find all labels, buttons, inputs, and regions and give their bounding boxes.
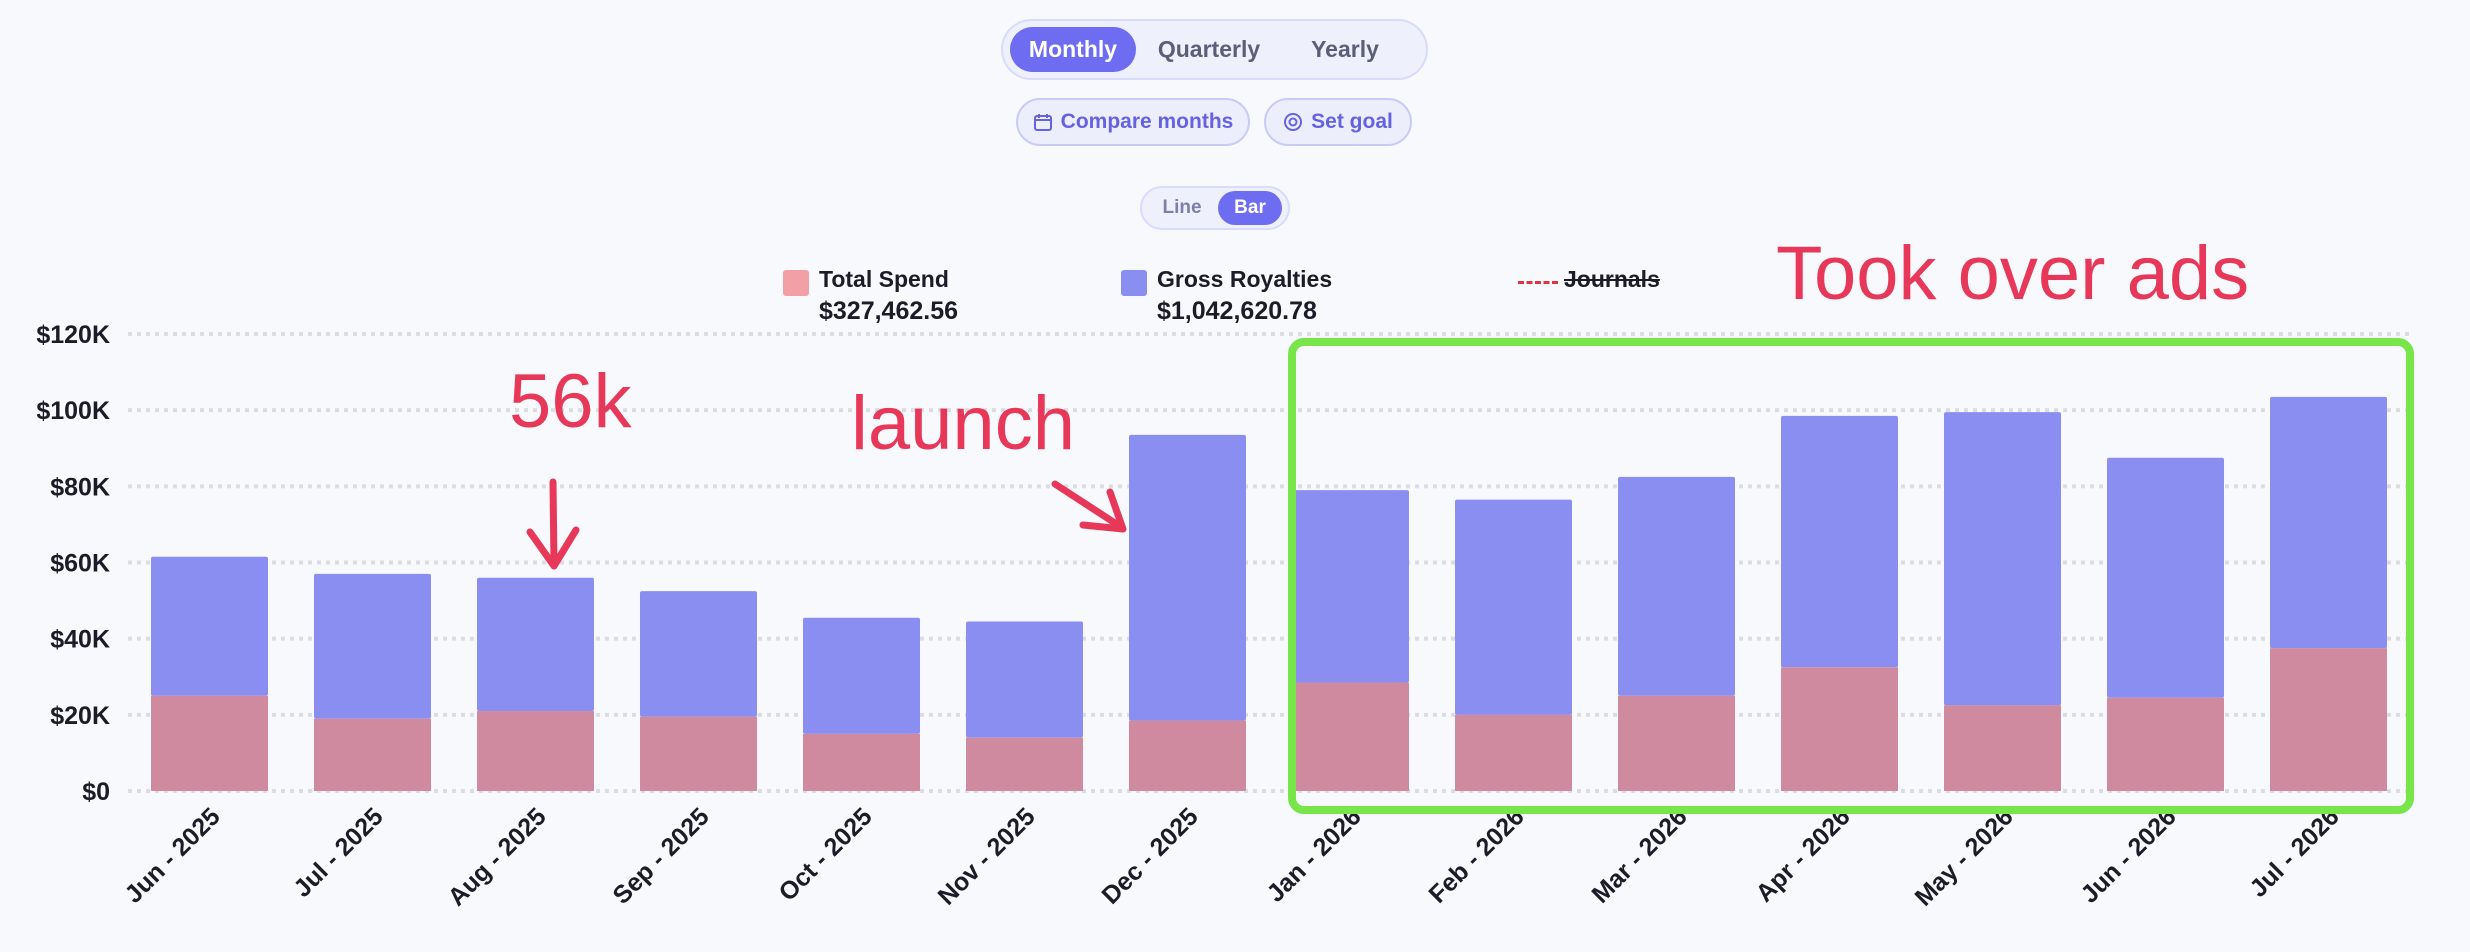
x-tick-label: Jun - 2026 (2075, 802, 2181, 908)
bar-gross-royalties[interactable] (1292, 490, 1409, 683)
bar-gross-royalties[interactable] (2107, 457, 2224, 698)
bar-total-spend[interactable] (640, 716, 757, 791)
x-tick-label: Jul - 2026 (2244, 802, 2344, 902)
bar-gross-royalties[interactable] (151, 556, 268, 696)
gross-royalties-swatch (1121, 270, 1147, 296)
x-tick-label: Mar - 2026 (1586, 802, 1692, 908)
annotation-took-over-ads: Took over ads (1776, 231, 2250, 316)
bar-total-spend[interactable] (1944, 705, 2061, 791)
total-spend-legend-label: Total Spend (819, 266, 949, 292)
x-tick-label: Sep - 2025 (607, 802, 714, 909)
x-tick-label: Jul - 2025 (288, 802, 388, 902)
bar-gross-royalties[interactable] (640, 591, 757, 717)
bar-total-spend[interactable] (2270, 648, 2387, 791)
y-tick-label: $120K (36, 321, 110, 349)
compare-months-button[interactable]: Compare months (1016, 98, 1250, 146)
set-goal-label: Set goal (1311, 110, 1393, 133)
target-icon (1283, 112, 1303, 132)
y-tick-label: $60K (50, 550, 110, 578)
bar-total-spend[interactable] (1455, 714, 1572, 791)
y-tick-label: $80K (50, 473, 110, 501)
journals-legend-label: Journals (1564, 266, 1660, 292)
journals-dash-swatch (1518, 281, 1558, 284)
highlight-box (1288, 338, 2414, 814)
bar-total-spend[interactable] (966, 737, 1083, 791)
bar-total-spend[interactable] (1618, 695, 1735, 791)
x-tick-label: Jun - 2025 (119, 802, 225, 908)
bar-gross-royalties[interactable] (477, 577, 594, 712)
bar-gross-royalties[interactable] (966, 621, 1083, 738)
annotation-launch: launch (851, 381, 1075, 466)
period-selector: Monthly Quarterly Yearly (1001, 19, 1428, 80)
annotation-56k: 56k (509, 359, 632, 444)
bar-total-spend[interactable] (2107, 697, 2224, 791)
bar-total-spend[interactable] (1292, 682, 1409, 791)
gross-royalties-legend-label: Gross Royalties (1157, 266, 1333, 292)
bar-gross-royalties[interactable] (2270, 396, 2387, 649)
x-tick-label: May - 2026 (1910, 802, 2019, 911)
y-tick-label: $0 (82, 778, 110, 806)
bar-total-spend[interactable] (1781, 667, 1898, 791)
bar-gross-royalties[interactable] (1129, 434, 1246, 721)
period-monthly-button[interactable]: Monthly (1010, 27, 1136, 72)
bar-gross-royalties[interactable] (1618, 476, 1735, 696)
y-tick-label: $20K (50, 702, 110, 730)
x-tick-label: Oct - 2025 (773, 802, 877, 906)
gross-royalties-legend-total: $1,042,620.78 (1157, 297, 1317, 325)
line-chart-button[interactable]: Line (1162, 197, 1202, 218)
set-goal-button[interactable]: Set goal (1264, 98, 1412, 146)
bar-gross-royalties[interactable] (314, 573, 431, 719)
compare-months-label: Compare months (1060, 110, 1234, 133)
x-tick-label: Aug - 2025 (443, 802, 552, 911)
x-tick-label: Jan - 2026 (1261, 802, 1366, 907)
x-tick-label: Feb - 2026 (1423, 802, 1529, 908)
calendar-icon (1033, 112, 1053, 132)
bar-total-spend[interactable] (1129, 720, 1246, 791)
x-tick-label: Dec - 2025 (1096, 802, 1203, 909)
x-tick-label: Nov - 2025 (933, 802, 1041, 910)
bar-gross-royalties[interactable] (1455, 499, 1572, 715)
chart-type-toggle: Line Bar (1140, 186, 1290, 230)
bar-gross-royalties[interactable] (803, 617, 920, 734)
total-spend-legend-total: $327,462.56 (819, 297, 959, 325)
bar-gross-royalties[interactable] (1781, 415, 1898, 668)
bar-total-spend[interactable] (151, 695, 268, 791)
bar-total-spend[interactable] (314, 718, 431, 791)
total-spend-swatch (783, 270, 809, 296)
bar-total-spend[interactable] (477, 711, 594, 791)
y-tick-label: $40K (50, 626, 110, 654)
x-tick-label: Apr - 2026 (1750, 802, 1855, 907)
bar-chart-button[interactable]: Bar (1218, 191, 1282, 225)
period-quarterly-button[interactable]: Quarterly (1157, 36, 1261, 62)
bar-gross-royalties[interactable] (1944, 412, 2061, 706)
y-tick-label: $100K (36, 397, 110, 425)
period-yearly-button[interactable]: Yearly (1311, 36, 1379, 62)
bar-total-spend[interactable] (803, 733, 920, 791)
